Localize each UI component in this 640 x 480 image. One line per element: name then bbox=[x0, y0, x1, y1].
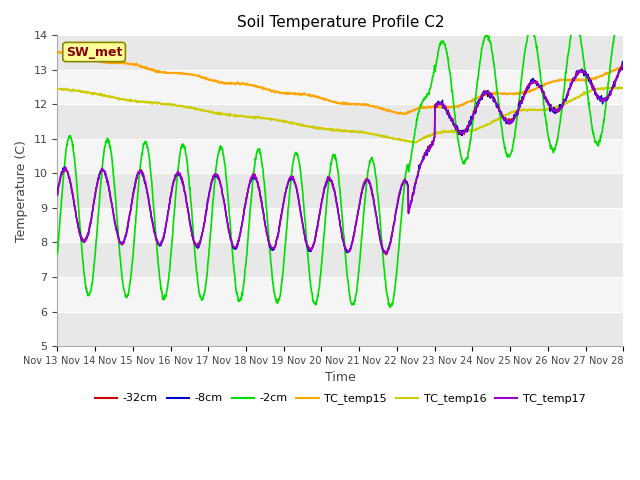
Title: Soil Temperature Profile C2: Soil Temperature Profile C2 bbox=[237, 15, 444, 30]
Bar bbox=[58, 36, 623, 70]
Bar bbox=[58, 139, 623, 173]
Y-axis label: Temperature (C): Temperature (C) bbox=[15, 140, 28, 241]
X-axis label: Time: Time bbox=[325, 372, 356, 384]
Bar bbox=[58, 277, 623, 312]
Bar bbox=[58, 312, 623, 346]
Bar bbox=[58, 242, 623, 277]
Bar bbox=[58, 173, 623, 208]
Bar bbox=[58, 208, 623, 242]
Text: SW_met: SW_met bbox=[66, 46, 122, 59]
Bar bbox=[58, 70, 623, 104]
Legend: -32cm, -8cm, -2cm, TC_temp15, TC_temp16, TC_temp17: -32cm, -8cm, -2cm, TC_temp15, TC_temp16,… bbox=[91, 389, 590, 409]
Bar bbox=[58, 104, 623, 139]
